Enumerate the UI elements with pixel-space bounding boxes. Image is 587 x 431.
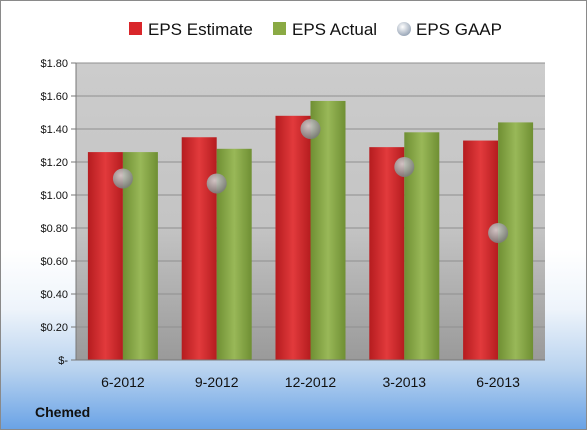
y-tick-label: $-: [58, 355, 68, 367]
point-gaap: [394, 156, 415, 177]
bar-actual: [122, 152, 158, 360]
x-tick-label: 9-2012: [195, 374, 239, 390]
x-axis: 6-2012 9-2012 12-2012 3-2013 6-2013: [76, 359, 545, 390]
y-tick-label: $0.80: [40, 223, 68, 235]
y-tick-label: $0.20: [40, 322, 68, 334]
legend-label-eps-estimate: EPS Estimate: [148, 20, 253, 39]
x-tick-label: 6-2013: [476, 374, 520, 390]
x-tick-label: 3-2013: [383, 374, 427, 390]
gaap-points: [112, 119, 509, 243]
y-tick-label: $1.80: [40, 58, 68, 70]
y-tick-label: $0.40: [40, 289, 68, 301]
bar-estimate: [463, 140, 499, 360]
y-tick-label: $1.60: [40, 91, 68, 103]
bar-estimate: [369, 147, 405, 360]
legend-marker-eps-gaap: [397, 22, 411, 36]
y-tick-label: $1.00: [40, 190, 68, 202]
legend-swatch-eps-estimate: [129, 22, 142, 35]
point-gaap: [488, 222, 509, 243]
y-axis: $- $0.20 $0.40 $0.60 $0.80 $1.00 $1.20 $1.40 $1.…: [40, 58, 77, 367]
legend-label-eps-gaap: EPS GAAP: [416, 20, 502, 39]
bars: [87, 100, 534, 361]
point-gaap: [300, 119, 321, 139]
x-tick-label: 6-2012: [101, 374, 145, 390]
bar-actual: [310, 100, 346, 360]
y-tick-label: $1.20: [40, 157, 68, 169]
x-tick-label: 12-2012: [285, 374, 337, 390]
legend-label-eps-actual: EPS Actual: [292, 20, 377, 39]
legend: EPS Estimate EPS Actual EPS GAAP: [129, 20, 502, 39]
bar-actual: [498, 122, 534, 361]
point-gaap: [112, 168, 133, 189]
y-tick-label: $0.60: [40, 256, 68, 268]
company-name: Chemed: [35, 404, 90, 420]
point-gaap: [206, 173, 227, 194]
y-tick-label: $1.40: [40, 124, 68, 136]
legend-swatch-eps-actual: [273, 22, 286, 35]
bar-estimate: [87, 152, 123, 360]
bar-estimate: [181, 137, 217, 360]
bar-estimate: [275, 115, 311, 360]
